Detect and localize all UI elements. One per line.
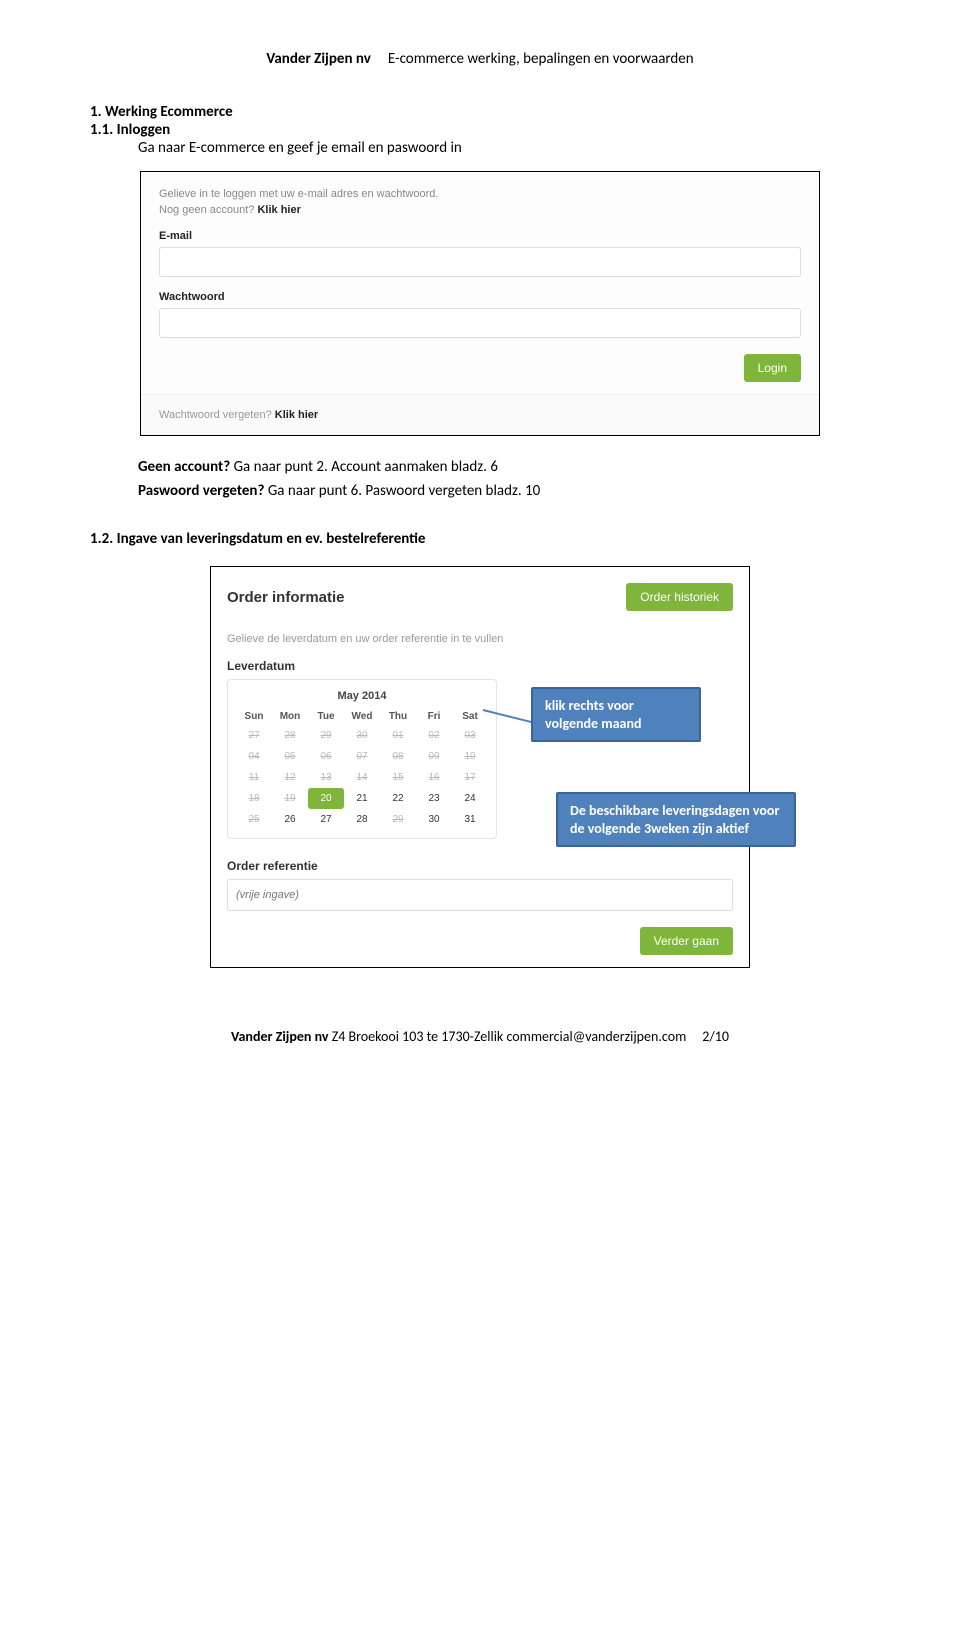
calendar-day: 15 — [380, 767, 416, 788]
calendar-day: 06 — [308, 746, 344, 767]
doc-header: Vander Zijpen nv E-commerce werking, bep… — [90, 50, 870, 68]
email-label: E-mail — [159, 230, 801, 242]
calendar-day: 25 — [236, 809, 272, 830]
calendar-day: 17 — [452, 767, 488, 788]
calendar-day[interactable]: 22 — [380, 788, 416, 809]
calendar-dow: Thu — [380, 708, 416, 725]
order-ref-label: Order referentie — [227, 859, 733, 873]
order-panel: Order informatie Order historiek Gelieve… — [210, 566, 750, 968]
header-company: Vander Zijpen nv — [266, 50, 370, 68]
calendar-day: 13 — [308, 767, 344, 788]
callout-available-days: De beschikbare leveringsdagen voor de vo… — [556, 792, 796, 847]
no-account-help: Geen account? Ga naar punt 2. Account aa… — [138, 458, 870, 476]
calendar-day: 29 — [380, 809, 416, 830]
footer: Vander Zijpen nv Z4 Broekooi 103 te 1730… — [90, 1028, 870, 1045]
calendar-day[interactable]: 27 — [308, 809, 344, 830]
calendar-day: 28 — [272, 725, 308, 746]
footer-address: Z4 Broekooi 103 te 1730-Zellik commercia… — [332, 1028, 687, 1045]
calendar-day: 07 — [344, 746, 380, 767]
order-history-button[interactable]: Order historiek — [626, 583, 733, 611]
forgot-link[interactable]: Klik hier — [275, 409, 318, 421]
calendar-dow: Sun — [236, 708, 272, 725]
calendar-table: SunMonTueWedThuFriSat 272829300102030405… — [236, 708, 488, 830]
no-account-line: Nog geen account? Klik hier — [159, 204, 801, 216]
calendar[interactable]: May 2014 SunMonTueWedThuFriSat 272829300… — [227, 679, 497, 839]
section-1-1-heading: 1.1. Inloggen — [90, 121, 870, 139]
calendar-dow: Wed — [344, 708, 380, 725]
calendar-day: 27 — [236, 725, 272, 746]
calendar-day: 14 — [344, 767, 380, 788]
calendar-day[interactable]: 21 — [344, 788, 380, 809]
calendar-day: 29 — [308, 725, 344, 746]
calendar-day: 10 — [452, 746, 488, 767]
calendar-day: 16 — [416, 767, 452, 788]
calendar-day: 03 — [452, 725, 488, 746]
calendar-day[interactable]: 30 — [416, 809, 452, 830]
calendar-dow: Fri — [416, 708, 452, 725]
no-account-prefix: Nog geen account? — [159, 204, 257, 216]
calendar-month: May 2014 — [236, 690, 488, 702]
callout-next-month: klik rechts voor volgende maand — [531, 687, 701, 742]
calendar-day: 09 — [416, 746, 452, 767]
order-title: Order informatie — [227, 589, 345, 606]
section-1-2-heading: 1.2. Ingave van leveringsdatum en ev. be… — [90, 530, 870, 548]
footer-company: Vander Zijpen nv — [231, 1028, 329, 1045]
login-intro: Gelieve in te loggen met uw e-mail adres… — [159, 188, 801, 200]
calendar-day[interactable]: 26 — [272, 809, 308, 830]
forgot-help: Paswoord vergeten? Ga naar punt 6. Paswo… — [138, 482, 870, 500]
calendar-day: 12 — [272, 767, 308, 788]
calendar-day: 05 — [272, 746, 308, 767]
calendar-day: 30 — [344, 725, 380, 746]
calendar-day: 01 — [380, 725, 416, 746]
calendar-day: 19 — [272, 788, 308, 809]
login-panel: Gelieve in te loggen met uw e-mail adres… — [140, 171, 820, 436]
no-account-link[interactable]: Klik hier — [257, 204, 300, 216]
continue-button[interactable]: Verder gaan — [640, 927, 733, 955]
calendar-day: 08 — [380, 746, 416, 767]
order-ref-input[interactable] — [227, 879, 733, 911]
forgot-prefix: Wachtwoord vergeten? — [159, 409, 275, 421]
password-input[interactable] — [159, 308, 801, 338]
calendar-day: 04 — [236, 746, 272, 767]
calendar-day[interactable]: 31 — [452, 809, 488, 830]
forgot-band: Wachtwoord vergeten? Klik hier — [141, 394, 819, 435]
order-sub: Gelieve de leverdatum en uw order refere… — [227, 633, 733, 645]
calendar-day[interactable]: 20 — [308, 788, 344, 809]
calendar-dow: Tue — [308, 708, 344, 725]
calendar-day: 02 — [416, 725, 452, 746]
leverdatum-label: Leverdatum — [227, 659, 733, 673]
header-doc-title: E-commerce werking, bepalingen en voorwa… — [388, 50, 694, 68]
footer-page: 2/10 — [702, 1028, 729, 1045]
email-input[interactable] — [159, 247, 801, 277]
calendar-day: 11 — [236, 767, 272, 788]
calendar-day[interactable]: 28 — [344, 809, 380, 830]
login-button[interactable]: Login — [744, 354, 801, 382]
section-1-heading: 1. Werking Ecommerce — [90, 103, 870, 121]
section-1-1-text: Ga naar E-commerce en geef je email en p… — [138, 139, 870, 157]
password-label: Wachtwoord — [159, 291, 801, 303]
calendar-dow: Mon — [272, 708, 308, 725]
calendar-day[interactable]: 23 — [416, 788, 452, 809]
calendar-day: 18 — [236, 788, 272, 809]
calendar-day[interactable]: 24 — [452, 788, 488, 809]
